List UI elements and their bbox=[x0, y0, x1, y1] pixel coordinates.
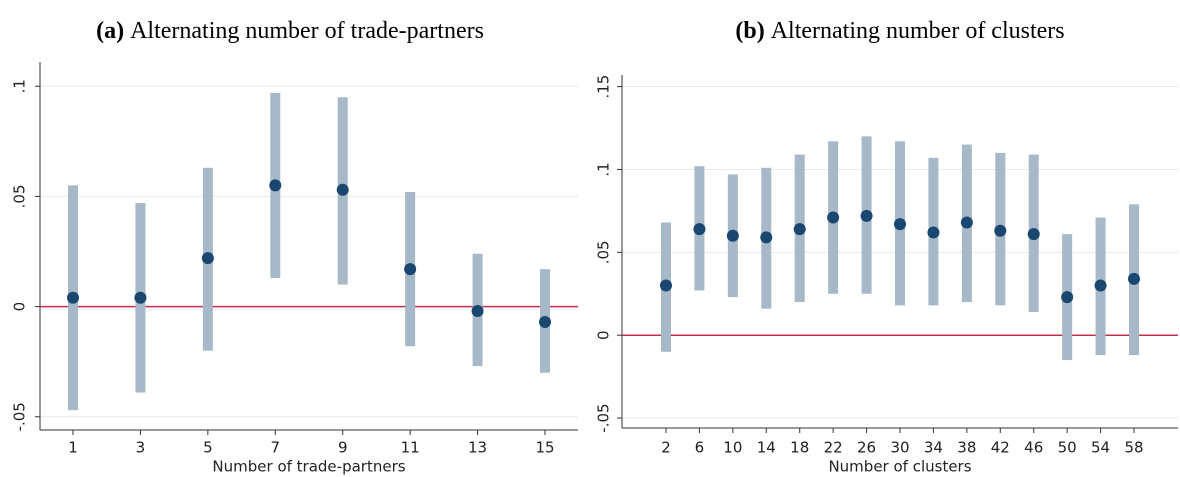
point-estimate bbox=[134, 291, 147, 304]
x-tick-label: 6 bbox=[695, 439, 705, 457]
point-estimate bbox=[860, 209, 873, 222]
y-tick-label: .05 bbox=[595, 240, 613, 264]
y-tick-label: -.05 bbox=[11, 402, 29, 431]
y-tick-label: .1 bbox=[595, 162, 613, 176]
y-tick-label: -.05 bbox=[595, 403, 613, 432]
x-tick-label: 2 bbox=[661, 439, 671, 457]
x-tick-label: 11 bbox=[401, 439, 420, 457]
x-tick-label: 54 bbox=[1091, 439, 1110, 457]
x-tick-label: 15 bbox=[535, 439, 554, 457]
point-estimate bbox=[471, 305, 484, 318]
x-tick-label: 14 bbox=[757, 439, 776, 457]
y-tick-label: 0 bbox=[11, 302, 29, 312]
point-estimate bbox=[894, 218, 906, 231]
x-tick-label: 58 bbox=[1124, 439, 1143, 457]
x-tick-label: 26 bbox=[857, 439, 876, 457]
x-tick-label: 1 bbox=[68, 439, 78, 457]
x-tick-label: 18 bbox=[790, 439, 809, 457]
panel-label: (b) bbox=[735, 18, 764, 44]
y-tick-label: .1 bbox=[11, 79, 29, 93]
x-tick-label: 34 bbox=[924, 439, 943, 457]
panel-label: (a) bbox=[96, 18, 124, 44]
y-tick-label: .05 bbox=[11, 184, 29, 208]
point-estimate bbox=[1128, 272, 1140, 285]
y-tick-label: 0 bbox=[595, 330, 613, 340]
point-estimate bbox=[67, 291, 79, 304]
panel-title: (a) Alternating number of trade-partners bbox=[96, 18, 484, 44]
x-axis-title: Number of clusters bbox=[828, 458, 971, 476]
x-axis-title: Number of trade-partners bbox=[212, 458, 405, 476]
point-estimate bbox=[827, 211, 840, 224]
point-estimate bbox=[404, 263, 417, 276]
point-estimate bbox=[1094, 279, 1107, 292]
point-estimate bbox=[793, 223, 806, 236]
point-estimate bbox=[336, 183, 349, 196]
point-estimate bbox=[539, 316, 551, 329]
point-estimate bbox=[760, 231, 773, 244]
x-tick-label: 13 bbox=[468, 439, 487, 457]
x-tick-label: 46 bbox=[1024, 439, 1043, 457]
x-tick-label: 30 bbox=[890, 439, 909, 457]
point-estimate bbox=[201, 252, 214, 265]
point-estimate bbox=[726, 229, 739, 242]
x-tick-label: 42 bbox=[991, 439, 1010, 457]
point-estimate bbox=[693, 223, 706, 236]
point-estimate bbox=[660, 279, 672, 292]
x-tick-label: 38 bbox=[957, 439, 976, 457]
x-tick-label: 5 bbox=[203, 439, 213, 457]
point-estimate bbox=[960, 216, 973, 229]
point-estimate bbox=[927, 226, 940, 239]
point-estimate bbox=[1061, 291, 1074, 304]
x-tick-label: 22 bbox=[824, 439, 843, 457]
point-estimate bbox=[1027, 228, 1040, 241]
title-text: Alternating number of trade-partners bbox=[130, 18, 484, 44]
x-tick-label: 7 bbox=[271, 439, 281, 457]
x-tick-label: 3 bbox=[136, 439, 146, 457]
x-tick-label: 50 bbox=[1058, 439, 1077, 457]
x-tick-label: 9 bbox=[338, 439, 348, 457]
point-estimate bbox=[269, 179, 282, 192]
panel-title: (b) Alternating number of clusters bbox=[735, 18, 1064, 44]
y-tick-label: .15 bbox=[595, 75, 613, 99]
title-text: Alternating number of clusters bbox=[771, 18, 1065, 44]
point-estimate bbox=[994, 224, 1007, 237]
x-tick-label: 10 bbox=[723, 439, 742, 457]
